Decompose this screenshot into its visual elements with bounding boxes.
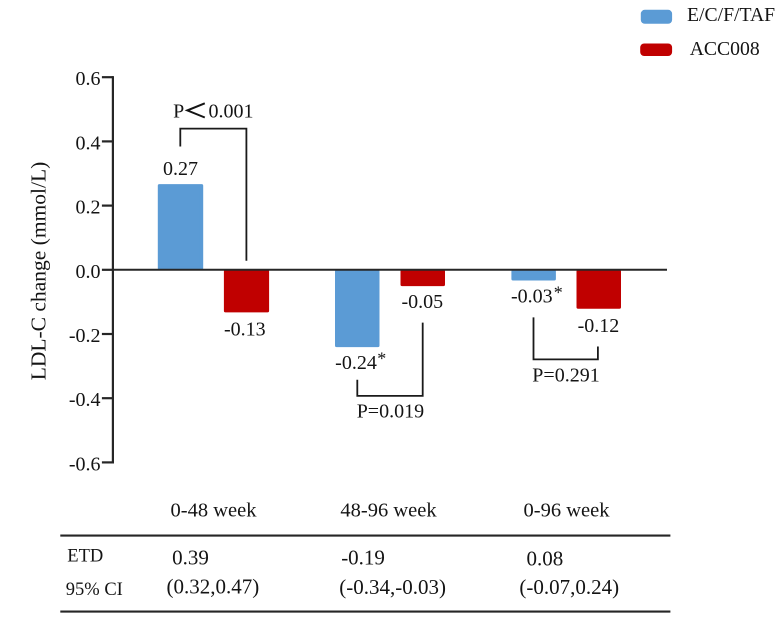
svg-text:0.08: 0.08 bbox=[527, 547, 564, 571]
svg-text:0-96 week: 0-96 week bbox=[524, 500, 611, 522]
svg-text:-0.24: -0.24 bbox=[335, 352, 377, 374]
svg-text:ACC008: ACC008 bbox=[690, 38, 760, 60]
svg-text:0.39: 0.39 bbox=[172, 546, 209, 570]
svg-text:-0.03: -0.03 bbox=[511, 286, 553, 308]
svg-text:-0.4: -0.4 bbox=[69, 389, 101, 411]
svg-text:-0.13: -0.13 bbox=[224, 319, 266, 341]
svg-text:-0.05: -0.05 bbox=[401, 291, 443, 313]
svg-text:P: P bbox=[173, 101, 184, 123]
svg-text:-0.19: -0.19 bbox=[341, 546, 385, 570]
svg-text:P=0.291: P=0.291 bbox=[532, 364, 599, 386]
svg-text:(-0.34,-0.03): (-0.34,-0.03) bbox=[339, 575, 446, 599]
svg-text:95% CI: 95% CI bbox=[66, 580, 123, 600]
svg-text:0.4: 0.4 bbox=[76, 132, 101, 154]
svg-text:P=0.019: P=0.019 bbox=[357, 401, 424, 423]
svg-text:0.27: 0.27 bbox=[163, 158, 198, 180]
svg-text:LDL-C change (mmol/L): LDL-C change (mmol/L) bbox=[27, 162, 51, 381]
svg-text:*: * bbox=[554, 282, 563, 302]
svg-text:0.001: 0.001 bbox=[209, 101, 254, 123]
svg-text:(0.32,0.47): (0.32,0.47) bbox=[167, 575, 260, 599]
svg-text:48-96 week: 48-96 week bbox=[340, 500, 437, 522]
svg-text:-0.6: -0.6 bbox=[69, 453, 101, 475]
svg-text:0-48 week: 0-48 week bbox=[171, 500, 258, 522]
svg-text:-0.2: -0.2 bbox=[69, 325, 101, 347]
svg-text:0.2: 0.2 bbox=[76, 197, 101, 219]
svg-text:*: * bbox=[377, 349, 386, 369]
svg-text:E/C/F/TAF: E/C/F/TAF bbox=[687, 4, 775, 26]
svg-text:(-0.07,0.24): (-0.07,0.24) bbox=[519, 575, 619, 599]
svg-text:ETD: ETD bbox=[67, 547, 103, 567]
svg-text:-0.12: -0.12 bbox=[578, 315, 620, 337]
svg-text:0.0: 0.0 bbox=[76, 261, 101, 283]
svg-text:0.6: 0.6 bbox=[76, 68, 101, 90]
